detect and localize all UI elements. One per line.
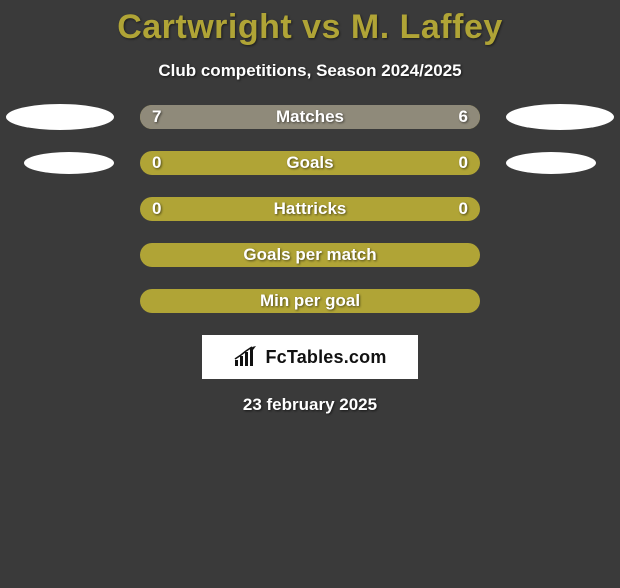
stat-row: Min per goal: [0, 289, 620, 313]
stat-label: Goals per match: [140, 243, 480, 267]
stat-row: Goals per match: [0, 243, 620, 267]
page-title: Cartwright vs M. Laffey: [0, 8, 620, 47]
date-label: 23 february 2025: [0, 395, 620, 415]
stat-bar: 00Goals: [140, 151, 480, 175]
stat-row: 00Goals: [0, 151, 620, 175]
stat-label: Matches: [140, 105, 480, 129]
player-right-marker: [506, 104, 614, 130]
stat-rows: 76Matches 00Goals 00Hattricks Goals per mat…: [0, 105, 620, 313]
player-left-marker: [24, 152, 114, 174]
brand-text: FcTables.com: [265, 347, 386, 368]
brand-badge: FcTables.com: [202, 335, 418, 379]
stat-row: 00Hattricks: [0, 197, 620, 221]
stat-bar: Goals per match: [140, 243, 480, 267]
subtitle: Club competitions, Season 2024/2025: [0, 61, 620, 81]
stat-label: Hattricks: [140, 197, 480, 221]
brand-chart-icon: [233, 346, 259, 368]
stat-label: Goals: [140, 151, 480, 175]
stat-bar: 00Hattricks: [140, 197, 480, 221]
stat-label: Min per goal: [140, 289, 480, 313]
stat-bar: 76Matches: [140, 105, 480, 129]
stat-row: 76Matches: [0, 105, 620, 129]
stat-bar: Min per goal: [140, 289, 480, 313]
player-right-marker: [506, 152, 596, 174]
player-left-marker: [6, 104, 114, 130]
